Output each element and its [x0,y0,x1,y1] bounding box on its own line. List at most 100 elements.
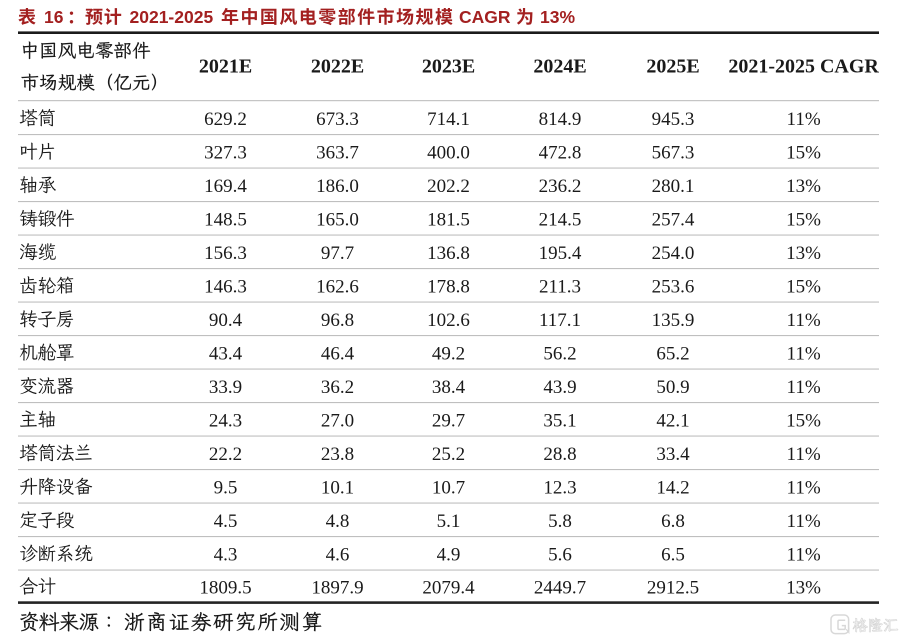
svg-text:4.5: 4.5 [214,511,238,532]
svg-text:27.0: 27.0 [321,411,354,432]
svg-text:4.8: 4.8 [326,511,350,532]
svg-text:50.9: 50.9 [656,377,689,398]
svg-text:16: 16 [44,7,64,27]
svg-text:254.0: 254.0 [652,243,695,264]
svg-text:195.4: 195.4 [539,243,582,264]
svg-text:280.1: 280.1 [652,176,695,197]
svg-text:472.8: 472.8 [539,143,582,164]
svg-text:236.2: 236.2 [539,176,582,197]
svg-text:214.5: 214.5 [539,210,582,231]
svg-text:2021-2025: 2021-2025 [130,7,214,27]
svg-text:2021E: 2021E [199,56,252,78]
svg-text:35.1: 35.1 [543,411,576,432]
svg-text:15%: 15% [786,210,821,231]
svg-text:10.1: 10.1 [321,478,354,499]
svg-text:12.3: 12.3 [543,478,576,499]
svg-text:169.4: 169.4 [204,176,247,197]
svg-text:178.8: 178.8 [427,277,470,298]
svg-text:11%: 11% [787,377,821,398]
svg-text:42.1: 42.1 [656,411,689,432]
svg-text:11%: 11% [787,478,821,499]
svg-text:156.3: 156.3 [204,243,247,264]
svg-text:29.7: 29.7 [432,411,465,432]
svg-text:46.4: 46.4 [321,344,355,365]
svg-text:43.9: 43.9 [543,377,576,398]
svg-text:11%: 11% [787,545,821,566]
svg-text:6.5: 6.5 [661,545,685,566]
svg-text:22.2: 22.2 [209,444,242,465]
svg-text:38.4: 38.4 [432,377,466,398]
svg-text:96.8: 96.8 [321,310,354,331]
svg-text:148.5: 148.5 [204,210,247,231]
svg-text:11%: 11% [787,444,821,465]
svg-text:257.4: 257.4 [652,210,695,231]
svg-text:2021-2025 CAGR: 2021-2025 CAGR [728,56,879,78]
svg-text:945.3: 945.3 [652,109,695,130]
svg-text:2449.7: 2449.7 [534,577,586,598]
svg-text:4.3: 4.3 [214,545,238,566]
svg-text:33.9: 33.9 [209,377,242,398]
svg-text:327.3: 327.3 [204,143,247,164]
svg-text:202.2: 202.2 [427,176,470,197]
svg-text:673.3: 673.3 [316,109,359,130]
svg-text:5.6: 5.6 [548,545,572,566]
svg-text:181.5: 181.5 [427,210,470,231]
svg-text:211.3: 211.3 [539,277,581,298]
svg-text:629.2: 629.2 [204,109,247,130]
svg-text:162.6: 162.6 [316,277,359,298]
svg-text:2912.5: 2912.5 [647,577,699,598]
svg-text:6.8: 6.8 [661,511,685,532]
svg-text:15%: 15% [786,277,821,298]
svg-text:97.7: 97.7 [321,243,354,264]
svg-text:90.4: 90.4 [209,310,243,331]
svg-text:5.1: 5.1 [437,511,461,532]
svg-text:2023E: 2023E [422,56,475,78]
svg-text:23.8: 23.8 [321,444,354,465]
svg-text:13%: 13% [540,7,575,27]
svg-text:56.2: 56.2 [543,344,576,365]
svg-text:13%: 13% [786,577,821,598]
svg-text:400.0: 400.0 [427,143,470,164]
svg-text:14.2: 14.2 [656,478,689,499]
svg-text:11%: 11% [787,344,821,365]
svg-text:CAGR: CAGR [459,7,511,27]
svg-text:714.1: 714.1 [427,109,470,130]
svg-text:4.9: 4.9 [437,545,461,566]
svg-text:11%: 11% [787,109,821,130]
svg-text:1897.9: 1897.9 [311,577,363,598]
svg-text:5.8: 5.8 [548,511,572,532]
svg-text:1809.5: 1809.5 [199,577,251,598]
svg-text:49.2: 49.2 [432,344,465,365]
svg-text:24.3: 24.3 [209,411,242,432]
svg-text:2025E: 2025E [646,56,699,78]
svg-text:33.4: 33.4 [656,444,690,465]
svg-text:135.9: 135.9 [652,310,695,331]
svg-text:253.6: 253.6 [652,277,695,298]
svg-text:11%: 11% [787,310,821,331]
svg-text:363.7: 363.7 [316,143,359,164]
svg-text:2024E: 2024E [533,56,586,78]
svg-text:165.0: 165.0 [316,210,359,231]
svg-text:10.7: 10.7 [432,478,465,499]
svg-text:102.6: 102.6 [427,310,470,331]
svg-text:9.5: 9.5 [214,478,238,499]
svg-text:4.6: 4.6 [326,545,350,566]
svg-text:13%: 13% [786,243,821,264]
svg-text:814.9: 814.9 [539,109,582,130]
svg-text:13%: 13% [786,176,821,197]
svg-text:43.4: 43.4 [209,344,243,365]
svg-text:186.0: 186.0 [316,176,359,197]
svg-text:36.2: 36.2 [321,377,354,398]
svg-text:117.1: 117.1 [539,310,581,331]
svg-text:28.8: 28.8 [543,444,576,465]
svg-text:136.8: 136.8 [427,243,470,264]
svg-text:146.3: 146.3 [204,277,247,298]
svg-text:65.2: 65.2 [656,344,689,365]
svg-text:15%: 15% [786,143,821,164]
svg-text:11%: 11% [787,511,821,532]
svg-text:25.2: 25.2 [432,444,465,465]
svg-text:15%: 15% [786,411,821,432]
svg-text:567.3: 567.3 [652,143,695,164]
svg-text:2079.4: 2079.4 [422,577,475,598]
svg-text:2022E: 2022E [311,56,364,78]
